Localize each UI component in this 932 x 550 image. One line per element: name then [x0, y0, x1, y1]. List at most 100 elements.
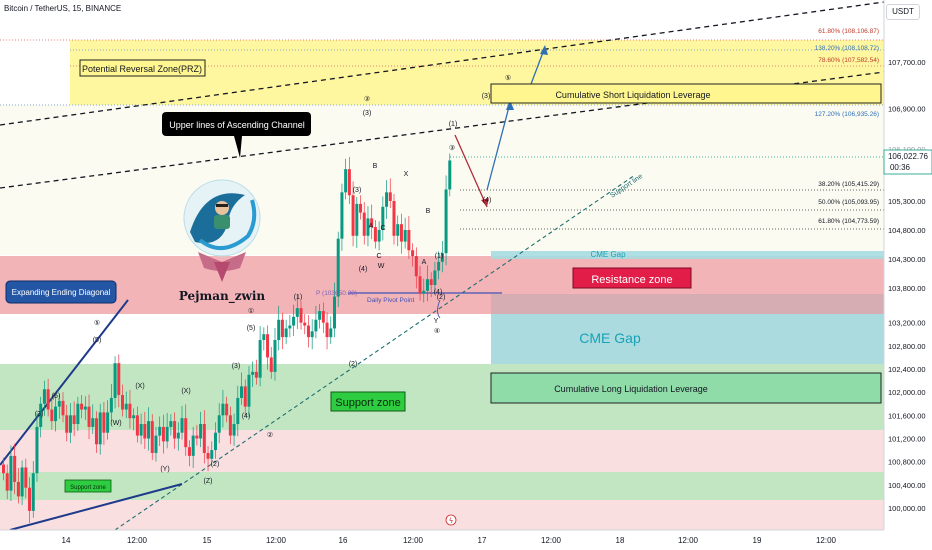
candle-body: [154, 435, 158, 453]
candle-body: [310, 331, 314, 338]
wave-label: (4): [434, 289, 443, 296]
fib-level-label: 61.80% (104,773.59): [818, 218, 879, 225]
candle-body: [191, 435, 195, 456]
expanding-diagonal-label: Expanding Ending Diagonal: [5, 280, 117, 304]
svg-text:ϟ: ϟ: [449, 517, 454, 525]
pivot-overlap-zone: [491, 294, 884, 314]
price-axis[interactable]: 107,700.00 106,900.00 105,300.00 104,800.00…: [883, 0, 932, 550]
candle-body: [407, 229, 411, 251]
svg-text:Resistance zone: Resistance zone: [591, 274, 672, 286]
candle-body: [16, 481, 20, 497]
candle-body: [150, 421, 154, 453]
svg-text:106,022.76: 106,022.76: [888, 152, 929, 161]
projection-up-1-head: [506, 100, 514, 110]
candle-body: [266, 334, 270, 358]
cme-gap-zone: [491, 314, 884, 364]
candle-body: [199, 424, 203, 439]
candle-body: [213, 432, 217, 451]
wave-label: ③: [449, 144, 455, 152]
candle-body: [243, 386, 247, 407]
wave-label: (Z): [204, 478, 213, 485]
price-tick-label: 104,800.00: [888, 226, 926, 235]
candle-body: [392, 201, 396, 236]
candle-body: [429, 279, 433, 285]
candle-body: [5, 473, 9, 491]
candle-body: [318, 311, 322, 320]
projection-up-1: [486, 102, 511, 191]
candle-body: [288, 325, 292, 329]
candle-body: [91, 418, 95, 427]
candle-body: [254, 371, 258, 378]
candle-body: [269, 357, 273, 372]
svg-text:Support zone: Support zone: [70, 485, 106, 491]
candle-body: [128, 403, 132, 419]
fib-level-label: 138.20% (108,108.72): [815, 45, 879, 52]
candle-body: [280, 319, 284, 338]
candle-body: [370, 218, 374, 228]
candle-body: [355, 203, 359, 236]
candle-body: [314, 319, 318, 332]
candle-body: [98, 412, 102, 445]
candle-body: [236, 397, 240, 425]
candle-body: [135, 415, 139, 436]
wave-label: (1): [435, 253, 444, 260]
candle-body: [377, 229, 381, 242]
short-liq-label: Cumulative Short Liquidation Leverage: [490, 83, 882, 104]
candle-body: [262, 334, 266, 341]
candle-body: [385, 192, 389, 207]
candle-body: [306, 325, 310, 338]
currency-selector[interactable]: USDT: [886, 4, 920, 20]
price-tick-label: 100,000.00: [888, 504, 926, 513]
candle-body: [80, 403, 84, 410]
wave-label: (4): [483, 197, 492, 204]
wave-label: W: [378, 263, 385, 270]
brand-label: Pejman_zwin: [179, 289, 266, 304]
candle-body: [251, 371, 255, 375]
candle-body: [448, 160, 452, 190]
time-tick-label: 17: [478, 536, 487, 545]
time-tick-label: 12:00: [541, 536, 562, 545]
candle-body: [139, 424, 143, 436]
candle-body: [422, 290, 426, 294]
pivot-arrow: [437, 299, 441, 319]
candle-body: [258, 340, 262, 378]
price-tick-label: 102,400.00: [888, 365, 926, 374]
candle-body: [173, 421, 177, 439]
time-tick-label: 16: [339, 536, 348, 545]
lightning-icon[interactable]: ϟ: [445, 514, 457, 526]
candle-body: [176, 432, 180, 439]
fib-level-label: 61.80% (108,106.87): [818, 28, 879, 35]
candle-body: [329, 328, 333, 338]
wave-label: (W): [110, 420, 121, 427]
wave-label: (5): [247, 325, 256, 332]
candle-body: [121, 395, 125, 410]
candle-body: [403, 229, 407, 242]
price-tick-label: 107,700.00: [888, 58, 926, 67]
time-axis[interactable]: 14 12:00 15 12:00 16 12:00 17 12:00 18 12:00 19 12:…: [0, 529, 932, 550]
price-tick-label: 101,200.00: [888, 434, 926, 443]
chart-symbol-header[interactable]: Bitcoin / TetherUS, 15, BINANCE: [4, 4, 122, 13]
candle-body: [158, 426, 162, 436]
candle-body: [161, 426, 165, 442]
candle-body: [109, 397, 113, 413]
wave-label: ⑤: [505, 74, 511, 82]
candle-body: [46, 389, 50, 410]
candle-body: [61, 400, 65, 416]
resistance-label: Resistance zone: [572, 267, 692, 289]
wave-label: (3): [353, 187, 362, 194]
wave-label: X: [404, 171, 409, 178]
brand-logo: [183, 179, 261, 282]
diagonal-lower-line: [9, 483, 183, 530]
candle-body: [359, 203, 363, 213]
candle-body: [72, 415, 76, 425]
candle-body: [292, 316, 296, 326]
candle-body: [147, 421, 151, 439]
wave-label: (X): [181, 388, 190, 395]
candle-body: [217, 415, 221, 433]
upper-channel-label: Upper lines of Ascending Channel: [162, 112, 311, 158]
candle-body: [440, 253, 444, 262]
candle-body: [277, 319, 281, 341]
support-zone-small-label: Support zone: [64, 479, 112, 493]
price-tick-label: 106,100.00: [888, 145, 926, 154]
